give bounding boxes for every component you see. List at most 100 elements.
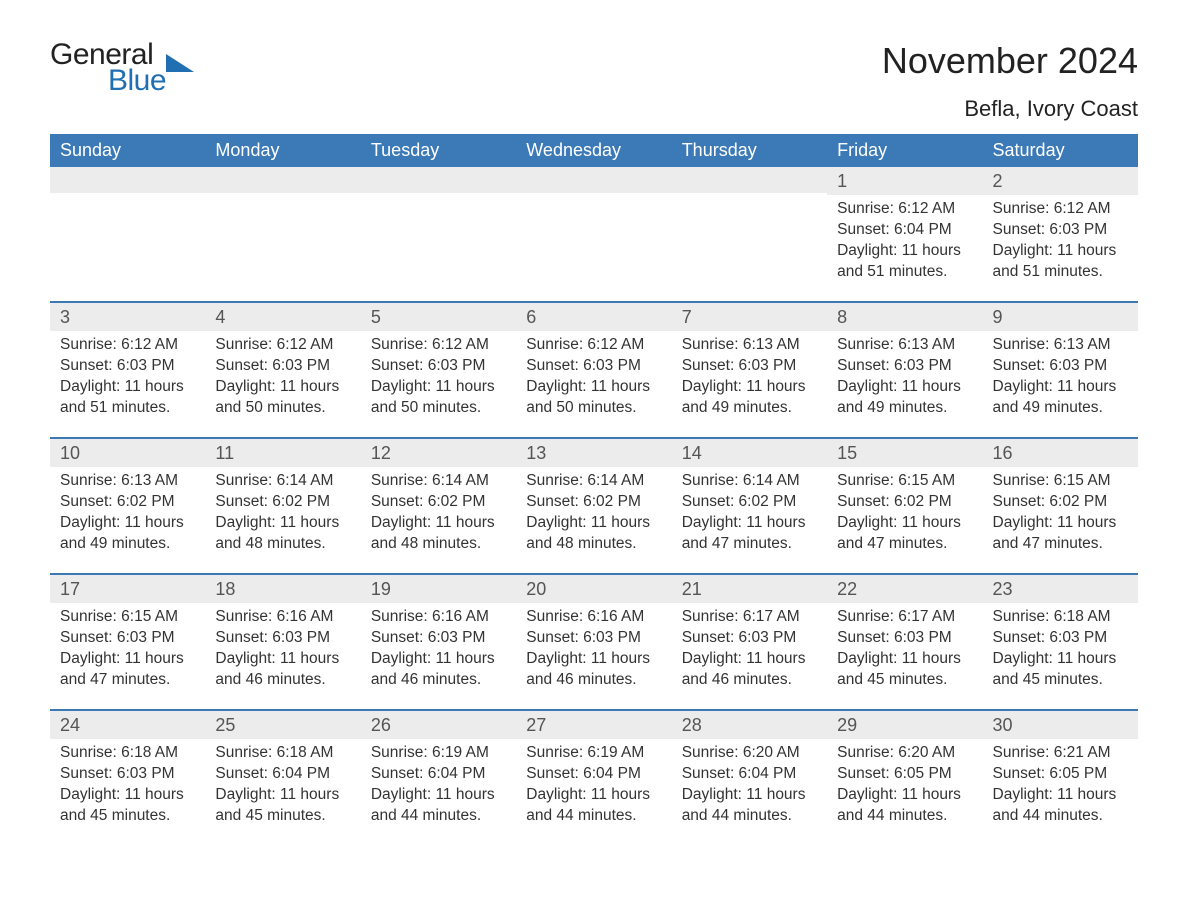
day-number: 19 bbox=[361, 575, 516, 603]
day-number bbox=[205, 167, 360, 193]
day-number: 26 bbox=[361, 711, 516, 739]
day-number bbox=[672, 167, 827, 193]
daylight1-text: Daylight: 11 hours bbox=[993, 377, 1128, 398]
day-number: 23 bbox=[983, 575, 1138, 603]
daylight2-text: and 47 minutes. bbox=[993, 534, 1128, 555]
daylight2-text: and 48 minutes. bbox=[526, 534, 661, 555]
day-number: 12 bbox=[361, 439, 516, 467]
calendar-cell: 12Sunrise: 6:14 AMSunset: 6:02 PMDayligh… bbox=[361, 439, 516, 573]
daylight1-text: Daylight: 11 hours bbox=[993, 785, 1128, 806]
sunrise-text: Sunrise: 6:12 AM bbox=[60, 335, 195, 356]
day-number: 16 bbox=[983, 439, 1138, 467]
sunset-text: Sunset: 6:05 PM bbox=[993, 764, 1128, 785]
sunrise-text: Sunrise: 6:18 AM bbox=[993, 607, 1128, 628]
daylight2-text: and 45 minutes. bbox=[215, 806, 350, 827]
sunrise-text: Sunrise: 6:13 AM bbox=[60, 471, 195, 492]
sunset-text: Sunset: 6:03 PM bbox=[526, 356, 661, 377]
daylight1-text: Daylight: 11 hours bbox=[60, 513, 195, 534]
daylight2-text: and 46 minutes. bbox=[526, 670, 661, 691]
logo-word2: Blue bbox=[108, 66, 166, 96]
calendar-cell: 1Sunrise: 6:12 AMSunset: 6:04 PMDaylight… bbox=[827, 167, 982, 301]
day-number: 18 bbox=[205, 575, 360, 603]
sunrise-text: Sunrise: 6:15 AM bbox=[993, 471, 1128, 492]
daylight2-text: and 47 minutes. bbox=[837, 534, 972, 555]
day-number: 10 bbox=[50, 439, 205, 467]
day-number: 22 bbox=[827, 575, 982, 603]
sunrise-text: Sunrise: 6:21 AM bbox=[993, 743, 1128, 764]
sunrise-text: Sunrise: 6:16 AM bbox=[526, 607, 661, 628]
day-number: 27 bbox=[516, 711, 671, 739]
sunset-text: Sunset: 6:02 PM bbox=[682, 492, 817, 513]
daylight1-text: Daylight: 11 hours bbox=[526, 785, 661, 806]
day-number: 17 bbox=[50, 575, 205, 603]
daylight1-text: Daylight: 11 hours bbox=[371, 377, 506, 398]
sunrise-text: Sunrise: 6:12 AM bbox=[993, 199, 1128, 220]
day-header: Thursday bbox=[672, 134, 827, 167]
sunset-text: Sunset: 6:03 PM bbox=[837, 356, 972, 377]
daylight1-text: Daylight: 11 hours bbox=[215, 649, 350, 670]
daylight2-text: and 46 minutes. bbox=[215, 670, 350, 691]
sunrise-text: Sunrise: 6:12 AM bbox=[526, 335, 661, 356]
day-header: Tuesday bbox=[361, 134, 516, 167]
sunset-text: Sunset: 6:03 PM bbox=[526, 628, 661, 649]
day-number: 3 bbox=[50, 303, 205, 331]
calendar-cell bbox=[361, 167, 516, 301]
day-number: 30 bbox=[983, 711, 1138, 739]
day-header: Friday bbox=[827, 134, 982, 167]
calendar-cell: 23Sunrise: 6:18 AMSunset: 6:03 PMDayligh… bbox=[983, 575, 1138, 709]
daylight2-text: and 45 minutes. bbox=[60, 806, 195, 827]
week-row: 1Sunrise: 6:12 AMSunset: 6:04 PMDaylight… bbox=[50, 167, 1138, 301]
daylight2-text: and 48 minutes. bbox=[371, 534, 506, 555]
daylight1-text: Daylight: 11 hours bbox=[682, 377, 817, 398]
day-number bbox=[50, 167, 205, 193]
sunset-text: Sunset: 6:04 PM bbox=[682, 764, 817, 785]
calendar-cell: 18 Sunrise: 6:16 AMSunset: 6:03 PMDayligh… bbox=[205, 575, 360, 709]
day-number: 4 bbox=[205, 303, 360, 331]
calendar-cell: 20Sunrise: 6:16 AMSunset: 6:03 PMDayligh… bbox=[516, 575, 671, 709]
sunset-text: Sunset: 6:02 PM bbox=[837, 492, 972, 513]
sunset-text: Sunset: 6:02 PM bbox=[993, 492, 1128, 513]
daylight1-text: Daylight: 11 hours bbox=[526, 649, 661, 670]
weeks-container: 1Sunrise: 6:12 AMSunset: 6:04 PMDaylight… bbox=[50, 167, 1138, 845]
sunrise-text: Sunrise: 6:12 AM bbox=[371, 335, 506, 356]
daylight2-text: and 46 minutes. bbox=[371, 670, 506, 691]
calendar-cell: 29Sunrise: 6:20 AMSunset: 6:05 PMDayligh… bbox=[827, 711, 982, 845]
calendar-cell: 2Sunrise: 6:12 AMSunset: 6:03 PMDaylight… bbox=[983, 167, 1138, 301]
daylight2-text: and 44 minutes. bbox=[993, 806, 1128, 827]
calendar-cell: 13Sunrise: 6:14 AMSunset: 6:02 PMDayligh… bbox=[516, 439, 671, 573]
sunset-text: Sunset: 6:03 PM bbox=[682, 628, 817, 649]
daylight1-text: Daylight: 11 hours bbox=[837, 377, 972, 398]
calendar-cell: 14Sunrise: 6:14 AMSunset: 6:02 PMDayligh… bbox=[672, 439, 827, 573]
daylight1-text: Daylight: 11 hours bbox=[682, 513, 817, 534]
day-number: 15 bbox=[827, 439, 982, 467]
calendar-cell bbox=[672, 167, 827, 301]
month-title: November 2024 bbox=[882, 40, 1138, 82]
daylight2-text: and 44 minutes. bbox=[526, 806, 661, 827]
week-row: 24Sunrise: 6:18 AMSunset: 6:03 PMDayligh… bbox=[50, 709, 1138, 845]
sunrise-text: Sunrise: 6:16 AM bbox=[215, 607, 350, 628]
calendar-cell: 5Sunrise: 6:12 AMSunset: 6:03 PMDaylight… bbox=[361, 303, 516, 437]
sunrise-text: Sunrise: 6:17 AM bbox=[837, 607, 972, 628]
calendar-cell: 17Sunrise: 6:15 AMSunset: 6:03 PMDayligh… bbox=[50, 575, 205, 709]
sunset-text: Sunset: 6:02 PM bbox=[526, 492, 661, 513]
daylight2-text: and 49 minutes. bbox=[682, 398, 817, 419]
calendar-cell: 25Sunrise: 6:18 AMSunset: 6:04 PMDayligh… bbox=[205, 711, 360, 845]
sunset-text: Sunset: 6:03 PM bbox=[215, 628, 350, 649]
sunset-text: Sunset: 6:02 PM bbox=[215, 492, 350, 513]
sunset-text: Sunset: 6:02 PM bbox=[371, 492, 506, 513]
daylight2-text: and 50 minutes. bbox=[526, 398, 661, 419]
page-header: General Blue November 2024 Befla, Ivory … bbox=[50, 40, 1138, 122]
sunrise-text: Sunrise: 6:13 AM bbox=[993, 335, 1128, 356]
day-header: Saturday bbox=[983, 134, 1138, 167]
daylight1-text: Daylight: 11 hours bbox=[215, 377, 350, 398]
week-row: 3Sunrise: 6:12 AMSunset: 6:03 PMDaylight… bbox=[50, 301, 1138, 437]
sunrise-text: Sunrise: 6:14 AM bbox=[215, 471, 350, 492]
daylight2-text: and 49 minutes. bbox=[993, 398, 1128, 419]
daylight2-text: and 51 minutes. bbox=[60, 398, 195, 419]
sunrise-text: Sunrise: 6:12 AM bbox=[215, 335, 350, 356]
sunset-text: Sunset: 6:04 PM bbox=[526, 764, 661, 785]
day-number: 1 bbox=[827, 167, 982, 195]
sunset-text: Sunset: 6:03 PM bbox=[993, 356, 1128, 377]
sunrise-text: Sunrise: 6:14 AM bbox=[682, 471, 817, 492]
sunset-text: Sunset: 6:05 PM bbox=[837, 764, 972, 785]
